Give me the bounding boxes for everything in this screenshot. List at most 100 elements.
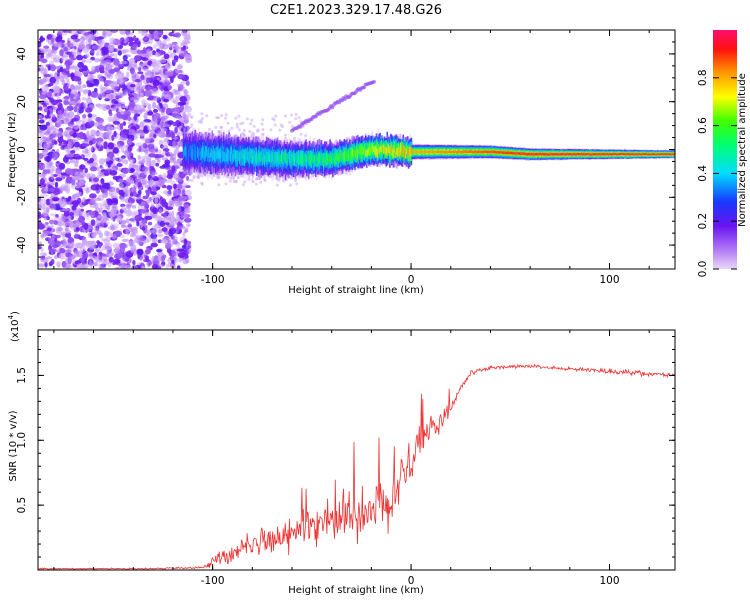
heatmap-cell bbox=[89, 245, 96, 250]
heatmap-cell bbox=[130, 227, 138, 234]
heatmap-cell bbox=[136, 170, 140, 178]
heatmap-cell bbox=[160, 213, 168, 217]
heatmap-cell bbox=[38, 94, 47, 100]
heatmap-cell bbox=[155, 162, 160, 167]
heatmap-cell bbox=[280, 125, 284, 129]
heatmap-cell bbox=[76, 49, 82, 57]
heatmap-cell bbox=[41, 257, 49, 264]
heatmap-cell bbox=[165, 153, 171, 157]
heatmap-cell bbox=[78, 178, 86, 186]
heatmap-cell bbox=[121, 105, 128, 109]
heatmap-cell bbox=[46, 228, 52, 231]
heatmap-cell bbox=[143, 125, 148, 132]
heatmap-cell bbox=[122, 49, 130, 53]
heatmap-cell bbox=[121, 157, 125, 164]
heatmap-cell bbox=[172, 140, 176, 148]
heatmap-cell bbox=[158, 229, 162, 234]
heatmap-cell bbox=[96, 103, 100, 108]
heatmap-cell bbox=[243, 180, 247, 184]
heatmap-cell bbox=[120, 234, 125, 239]
heatmap-cell bbox=[159, 179, 165, 187]
heatmap-cell bbox=[104, 105, 109, 109]
heatmap-cell bbox=[85, 53, 90, 59]
heatmap-cell bbox=[57, 30, 64, 35]
heatmap-cell bbox=[129, 188, 137, 193]
heatmap-cell bbox=[58, 253, 66, 260]
heatmap-cell bbox=[85, 45, 90, 53]
heatmap-cell bbox=[124, 192, 130, 198]
heatmap-cell bbox=[96, 183, 100, 191]
heatmap-cell bbox=[42, 210, 49, 217]
heatmap-cell bbox=[180, 47, 185, 51]
heatmap-cell bbox=[71, 177, 80, 181]
heatmap-cell bbox=[51, 99, 59, 106]
heatmap-cell bbox=[116, 61, 121, 65]
heatmap-cell bbox=[85, 187, 90, 194]
heatmap-cell bbox=[175, 67, 181, 74]
heatmap-cell bbox=[151, 137, 155, 143]
heatmap-cell bbox=[50, 173, 55, 180]
heatmap-cell bbox=[252, 124, 256, 128]
heatmap-cell bbox=[152, 207, 159, 214]
heatmap-cell bbox=[75, 155, 82, 160]
heatmap-cell bbox=[56, 131, 63, 138]
heatmap-cell bbox=[93, 139, 98, 143]
heatmap-cell bbox=[38, 204, 42, 210]
heatmap-cell bbox=[120, 197, 125, 202]
heatmap-cell bbox=[138, 195, 142, 201]
heatmap-cell bbox=[38, 153, 44, 160]
heatmap-cell bbox=[95, 166, 100, 172]
heatmap-cell bbox=[170, 153, 174, 158]
heatmap-cell bbox=[82, 89, 90, 94]
heatmap-cell bbox=[57, 137, 64, 143]
heatmap-cell bbox=[172, 241, 180, 245]
heatmap-cell bbox=[88, 147, 93, 152]
heatmap-cell bbox=[48, 248, 56, 252]
heatmap-cell bbox=[256, 128, 260, 132]
heatmap-cell bbox=[63, 139, 67, 145]
heatmap-cell bbox=[224, 116, 228, 120]
heatmap-cell bbox=[121, 206, 126, 211]
heatmap-cell bbox=[189, 115, 193, 119]
heatmap-cell bbox=[38, 106, 43, 111]
heatmap-cell bbox=[131, 205, 137, 209]
heatmap-cell bbox=[177, 159, 183, 164]
heatmap-cell bbox=[105, 132, 112, 139]
heatmap-cell bbox=[141, 37, 149, 42]
heatmap-cell bbox=[73, 92, 81, 99]
heatmap-cell bbox=[39, 178, 45, 185]
heatmap-cell bbox=[145, 211, 153, 216]
heatmap-cell bbox=[133, 164, 142, 171]
heatmap-cell bbox=[165, 206, 174, 210]
heatmap-cell bbox=[121, 238, 130, 242]
heatmap-cell bbox=[47, 65, 51, 71]
heatmap-cell bbox=[101, 253, 107, 258]
heatmap-cell bbox=[98, 158, 105, 165]
heatmap-cell bbox=[79, 43, 85, 51]
heatmap-cell bbox=[126, 82, 131, 86]
heatmap-cell bbox=[160, 83, 165, 90]
heatmap-cell bbox=[163, 190, 169, 195]
heatmap-cell bbox=[39, 252, 48, 257]
heatmap-cell bbox=[156, 249, 163, 253]
heatmap-cell bbox=[77, 61, 84, 68]
heatmap-cell bbox=[122, 168, 129, 174]
heatmap-cell bbox=[39, 37, 46, 42]
heatmap-cell bbox=[162, 172, 167, 179]
heatmap-cell bbox=[63, 146, 69, 152]
heatmap-cell bbox=[38, 163, 44, 170]
heatmap-cell bbox=[42, 230, 48, 237]
heatmap-cell bbox=[107, 115, 114, 123]
heatmap-cell bbox=[95, 248, 104, 252]
figure-title: C2E1.2023.329.17.48.G26 bbox=[270, 3, 442, 18]
heatmap-cell bbox=[142, 226, 146, 232]
heatmap-cell bbox=[109, 93, 114, 101]
heatmap-cell bbox=[40, 247, 44, 253]
heatmap-cell bbox=[67, 111, 75, 118]
heatmap-cell bbox=[175, 45, 179, 50]
heatmap-cell bbox=[171, 264, 177, 269]
heatmap-cell bbox=[64, 232, 72, 238]
heatmap-cell bbox=[184, 217, 192, 223]
heatmap-cell bbox=[173, 198, 179, 204]
